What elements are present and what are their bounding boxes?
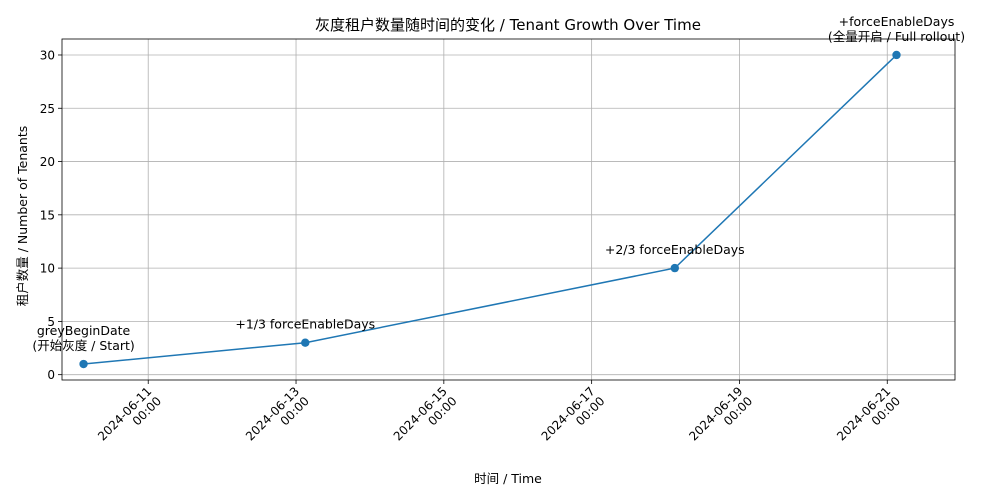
x-tick-label: 2024-06-1100:00 bbox=[95, 384, 164, 453]
x-axis-label: 时间 / Time bbox=[474, 471, 542, 486]
y-tick-label: 25 bbox=[40, 102, 55, 116]
x-tick-label: 2024-06-1500:00 bbox=[391, 384, 460, 453]
data-annotation-line: +forceEnableDays bbox=[839, 14, 955, 29]
y-tick-label: 30 bbox=[40, 48, 55, 62]
chart-title: 灰度租户数量随时间的变化 / Tenant Growth Over Time bbox=[315, 16, 701, 34]
data-annotation-line: (开始灰度 / Start) bbox=[32, 338, 134, 353]
plot-frame bbox=[61, 38, 956, 381]
axes: 2024-06-1100:00 2024-06-1300:00 2024-06-15… bbox=[40, 38, 956, 453]
x-tick-label: 2024-06-1300:00 bbox=[243, 384, 312, 453]
data-point bbox=[301, 338, 310, 347]
data-annotation-line: greyBeginDate bbox=[37, 323, 131, 338]
y-tick-label: 0 bbox=[47, 368, 55, 382]
annotations: greyBeginDate (开始灰度 / Start) +1/3 forceEna… bbox=[32, 14, 965, 353]
data-annotation-line: (全量开启 / Full rollout) bbox=[828, 29, 965, 44]
data-point bbox=[670, 263, 679, 273]
data-annotation-line: +1/3 forceEnableDays bbox=[235, 317, 375, 332]
grid bbox=[62, 39, 955, 380]
data-annotation: greyBeginDate (开始灰度 / Start) bbox=[32, 323, 134, 353]
data-annotation: +2/3 forceEnableDays bbox=[605, 242, 745, 257]
data-point bbox=[79, 359, 88, 369]
y-tick-label: 5 bbox=[47, 315, 55, 329]
data-annotation: +1/3 forceEnableDays bbox=[235, 317, 375, 332]
series-line bbox=[83, 54, 898, 365]
data-point bbox=[892, 50, 901, 60]
x-tick-label: 2024-06-1900:00 bbox=[686, 384, 755, 453]
y-axis-label: 租户数量 / Number of Tenants bbox=[15, 126, 30, 307]
x-tick-label: 2024-06-1700:00 bbox=[539, 384, 608, 453]
y-tick-label: 15 bbox=[40, 208, 55, 222]
data-annotation-line: +2/3 forceEnableDays bbox=[605, 242, 745, 257]
x-tick-label: 2024-06-2100:00 bbox=[834, 384, 903, 453]
y-tick-label: 10 bbox=[40, 262, 55, 276]
data-annotation: +forceEnableDays (全量开启 / Full rollout) bbox=[828, 14, 965, 44]
y-tick-label: 20 bbox=[40, 155, 55, 169]
series-layer bbox=[79, 50, 901, 369]
